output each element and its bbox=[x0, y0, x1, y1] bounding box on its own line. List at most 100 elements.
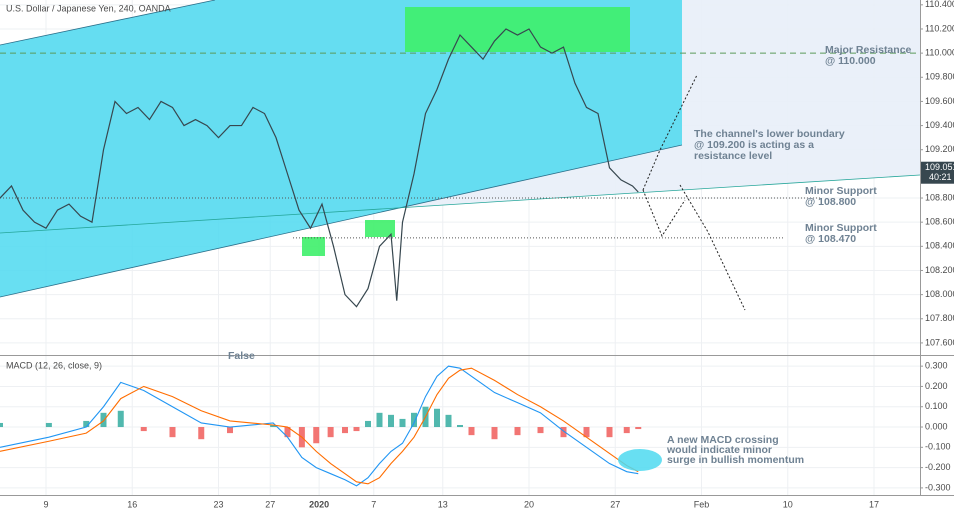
support-box bbox=[365, 220, 395, 237]
macd-line bbox=[0, 365, 639, 487]
histogram-bar bbox=[117, 410, 124, 428]
y-tick-label: 108.200 bbox=[925, 265, 954, 275]
y-tick-label: 109.800 bbox=[925, 72, 954, 82]
x-tick-label: 10 bbox=[783, 499, 793, 509]
histogram-bar bbox=[284, 427, 291, 438]
histogram-bar bbox=[388, 414, 394, 428]
x-tick-label: 9 bbox=[43, 499, 48, 509]
x-tick-label: 2020 bbox=[309, 499, 329, 509]
x-tick-label: 16 bbox=[127, 499, 137, 509]
annotation: resistance level bbox=[694, 150, 772, 162]
histogram-bar bbox=[537, 427, 544, 434]
histogram-bar bbox=[635, 427, 642, 430]
histogram-bar bbox=[468, 427, 475, 436]
projection-arrows bbox=[642, 74, 746, 311]
histogram-bar bbox=[270, 424, 277, 428]
y-tick-label: 0.100 bbox=[925, 401, 948, 411]
support-box bbox=[302, 237, 325, 256]
y-tick-label: 110.000 bbox=[925, 48, 954, 58]
histogram-bar bbox=[313, 427, 320, 444]
y-tick-label: 109.400 bbox=[925, 120, 954, 130]
x-tick-label: 20 bbox=[524, 499, 534, 509]
histogram-bar bbox=[445, 414, 452, 428]
x-tick-label: 13 bbox=[438, 499, 448, 509]
annotation: surge in bullish momentum bbox=[667, 454, 804, 466]
y-tick-label: 108.000 bbox=[925, 289, 954, 299]
histogram-bar bbox=[365, 420, 371, 428]
channel bbox=[0, 0, 682, 297]
levels bbox=[0, 52, 920, 239]
y-tick-label: -0.200 bbox=[925, 462, 951, 472]
histogram-bar bbox=[376, 412, 383, 428]
arrow bbox=[679, 184, 746, 311]
x-tick-label: 23 bbox=[213, 499, 223, 509]
histogram-bar bbox=[606, 427, 613, 438]
y-tick-label: 108.400 bbox=[925, 241, 954, 251]
histogram-bar bbox=[434, 408, 440, 428]
x-tick-label: 27 bbox=[610, 499, 620, 509]
y-tick-label: 110.400 bbox=[925, 0, 954, 9]
annotation: @ 110.000 bbox=[825, 55, 876, 67]
annotation: @ 109.200 is acting as a bbox=[694, 139, 814, 151]
histogram-bar bbox=[227, 427, 233, 434]
annotation: The channel's lower boundary bbox=[694, 128, 845, 140]
y-tick-label: 107.600 bbox=[925, 337, 954, 347]
y-tick-label: -0.300 bbox=[925, 482, 951, 492]
y-tick-label: 0.300 bbox=[925, 361, 948, 371]
histogram-bar bbox=[327, 427, 334, 438]
annotation: Minor Support bbox=[805, 222, 877, 234]
histogram-bar bbox=[83, 420, 90, 428]
y-tick-label: 0.200 bbox=[925, 381, 948, 391]
price-tag-label: 109.051 bbox=[925, 162, 954, 172]
histogram-bar bbox=[411, 412, 417, 428]
y-tick-label: 0.000 bbox=[925, 421, 948, 431]
channel-upper bbox=[0, 0, 216, 46]
histogram-bar bbox=[457, 424, 463, 428]
arrow bbox=[642, 189, 686, 238]
histogram-bar bbox=[0, 422, 3, 428]
histogram-bar bbox=[583, 427, 590, 438]
y-tick-label: 107.800 bbox=[925, 313, 954, 323]
annotation: A new MACD crossing bbox=[667, 434, 779, 446]
highlight bbox=[618, 449, 662, 471]
histogram-bar bbox=[560, 427, 567, 438]
annotation: @ 108.470 bbox=[805, 233, 856, 245]
macd-title: MACD (12, 26, close, 9) bbox=[6, 360, 102, 370]
histogram-bar bbox=[45, 422, 52, 428]
y-tick-label: 108.800 bbox=[925, 192, 954, 202]
plot bbox=[0, 28, 642, 487]
histogram-bar bbox=[140, 427, 147, 432]
histogram-bar bbox=[342, 427, 348, 434]
annotation: False bbox=[228, 350, 255, 362]
y-tick-label: 108.600 bbox=[925, 217, 954, 227]
price-line bbox=[0, 28, 639, 308]
histogram-bar bbox=[514, 427, 521, 436]
histogram-bar bbox=[198, 427, 205, 440]
annotation: Major Resistance bbox=[825, 44, 912, 56]
countdown: 40:21 bbox=[929, 172, 952, 182]
y-tick-label: 110.200 bbox=[925, 23, 954, 33]
histogram-bar bbox=[623, 427, 630, 434]
histogram-bar bbox=[169, 427, 176, 438]
x-tick-label: Feb bbox=[694, 499, 710, 509]
annotation: Minor Support bbox=[805, 185, 877, 197]
y-tick-label: 109.200 bbox=[925, 144, 954, 154]
histogram-bar bbox=[100, 412, 107, 428]
x-tick-label: 27 bbox=[265, 499, 275, 509]
title: U.S. Dollar / Japanese Yen, 240, OANDA bbox=[6, 3, 171, 13]
price-tag bbox=[921, 161, 954, 184]
histogram-bar bbox=[491, 427, 498, 440]
histogram-bar bbox=[399, 418, 406, 428]
y-tick-label: -0.100 bbox=[925, 442, 951, 452]
histogram-bar bbox=[353, 427, 360, 432]
annotation: would indicate minor bbox=[666, 444, 772, 456]
resistance-box bbox=[405, 7, 630, 52]
y-tick-label: 109.600 bbox=[925, 96, 954, 106]
trend-line bbox=[0, 174, 921, 234]
x-tick-label: 7 bbox=[371, 499, 376, 509]
annotation: @ 108.800 bbox=[805, 196, 856, 208]
channel-lower bbox=[0, 144, 683, 298]
macd-line bbox=[0, 367, 639, 485]
x-tick-label: 17 bbox=[869, 499, 879, 509]
